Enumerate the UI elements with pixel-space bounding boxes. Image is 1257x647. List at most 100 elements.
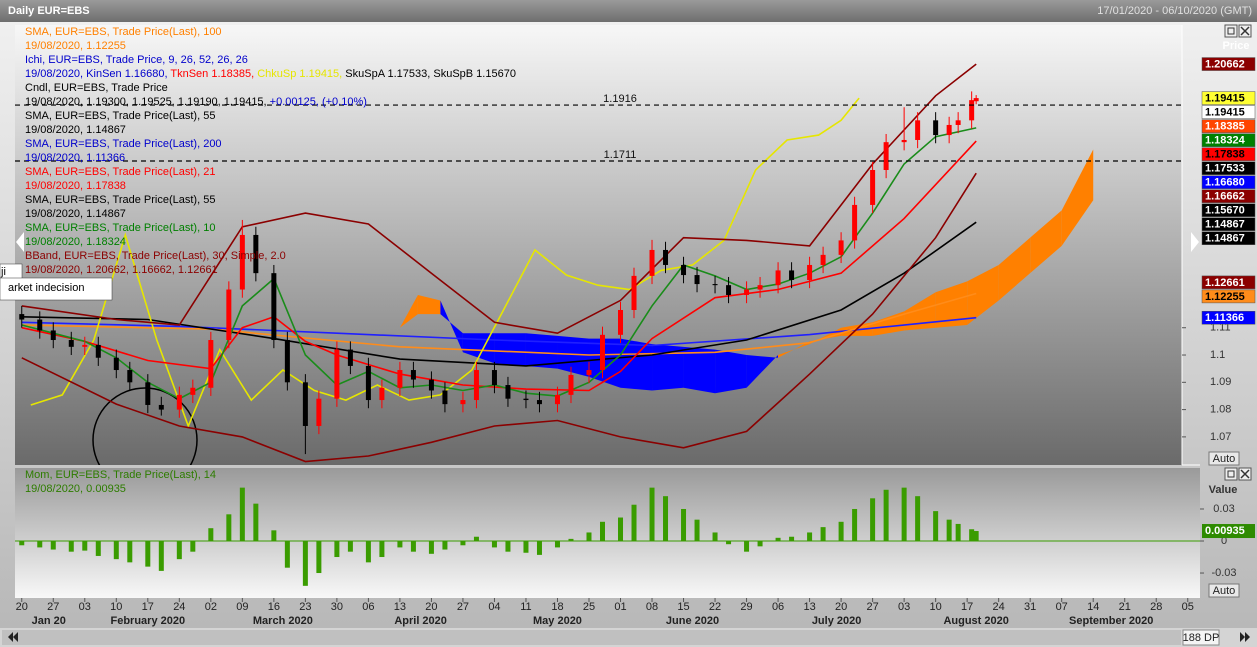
candle-body [599,334,605,371]
candle-body [915,120,921,140]
candle-body [901,139,907,143]
candle-body [127,370,133,383]
auto-button-label[interactable]: Auto [1213,585,1236,597]
x-tick-label: 02 [205,601,217,613]
candle-body [726,285,732,295]
momentum-bar [365,541,371,563]
price-label: 1.12661 [1205,277,1245,289]
x-tick-label: 22 [709,601,721,613]
legend-text: BBand, EUR=EBS, Trade Price(Last), 30, S… [25,250,286,262]
x-tick-label: 24 [173,601,185,613]
candle-body [586,370,592,375]
dp-box[interactable] [1182,629,1220,646]
auto-button[interactable] [1208,583,1240,598]
month-label: February 2020 [111,615,186,627]
price-label: 1.18324 [1205,135,1246,147]
x-tick-label: 24 [993,601,1005,613]
month-label: Jan 20 [32,615,66,627]
legend-text: 19/08/2020, 1.18324 [25,236,126,248]
legend-text: Mom, EUR=EBS, Trade Price(Last), 14 [25,469,216,481]
candle-body [176,394,182,410]
month-label: April 2020 [394,615,447,627]
candle-body [973,98,979,102]
legend-text: +0.00125, (+0.10%) [270,96,367,108]
scroll-forward[interactable] [1240,632,1250,642]
legend-text: ChkuSp 1.19415, [257,68,345,80]
momentum-bar [491,541,497,548]
month-label: June 2020 [666,615,719,627]
ichimoku-cloud [652,344,684,391]
legend-text: 19/08/2020, 1.14867 [25,208,126,220]
momentum-bar [347,541,353,552]
momentum-bar [158,541,164,571]
candle-body [442,390,448,405]
candle-body [208,340,214,388]
y-tick-label: 1.08 [1210,404,1231,416]
candle-body [631,275,637,310]
momentum-bar [973,531,979,542]
scroll-right[interactable] [1191,232,1199,252]
momentum-bar [410,541,416,552]
candle-body [397,370,403,388]
x-tick-label: 15 [677,601,689,613]
scroll-back[interactable] [8,632,18,642]
candle-body [239,234,245,290]
legend-text: 19/08/2020, 1.19300, 1.19525, 1.19190, 1… [25,96,270,108]
momentum-bar [473,536,479,542]
candle-body [190,387,196,395]
momentum-bar [428,541,434,554]
ichimoku-cloud [904,292,936,331]
candle-body [946,124,952,136]
momentum-bar [712,532,718,542]
candle-body [744,289,750,295]
legend-line: Ichi, EUR=EBS, Trade Price, 9, 26, 52, 2… [25,54,248,66]
dp-label[interactable]: 188 DP [1183,632,1220,644]
x-tick-label: 30 [331,601,343,613]
scroll-left[interactable] [16,232,24,252]
x-tick-label: 27 [47,601,59,613]
legend-line: SMA, EUR=EBS, Trade Price(Last), 55 [25,110,215,122]
momentum-bar [334,541,340,558]
candle-body [536,400,542,405]
scrollbar[interactable] [2,630,1181,645]
momentum-bar [397,541,403,548]
price-label: 1.12255 [1205,291,1245,303]
momentum-bar [442,541,448,550]
legend-line: SMA, EUR=EBS, Trade Price(Last), 10 [25,222,215,234]
x-tick-label: 05 [1182,601,1194,613]
price-label-box [1201,189,1256,203]
legend-line: 19/08/2020, 0.00935 [25,483,126,495]
momentum-bar [969,529,975,542]
candle-body [428,379,434,391]
candle-body [820,254,826,265]
price-label: 1.11366 [1205,312,1244,324]
candle-body [618,309,624,335]
price-label-box [1201,203,1256,217]
legend-line: 19/08/2020, 1.14867 [25,208,126,220]
candle-body [505,385,511,399]
candle-body [473,370,479,401]
x-tick-label: 10 [110,601,122,613]
auto-button[interactable] [1208,451,1240,466]
ichimoku-cloud [440,300,463,353]
legend-line: 19/08/2020, 1.12255 [25,40,126,52]
auto-button-label[interactable]: Auto [1213,453,1236,465]
x-tick-label: 09 [236,601,248,613]
legend-line: Cndl, EUR=EBS, Trade Price [25,82,168,94]
candle-body [271,273,277,341]
price-label: 1.15670 [1205,205,1245,217]
momentum-bar [284,541,290,568]
momentum-bar [145,541,151,567]
legend-text: Cndl, EUR=EBS, Trade Price [25,82,168,94]
candle-body [37,319,43,331]
price-label: 1.14867 [1205,219,1245,231]
window-controls[interactable] [1224,24,1252,481]
x-tick-label: 16 [268,601,280,613]
popup-box [0,277,113,301]
legend-line: Mom, EUR=EBS, Trade Price(Last), 14 [25,469,216,481]
candle-body [50,330,56,341]
x-tick-label: 28 [1150,601,1162,613]
x-tick-label: 06 [772,601,784,613]
momentum-bar [631,504,637,542]
price-label-box [1201,91,1256,105]
